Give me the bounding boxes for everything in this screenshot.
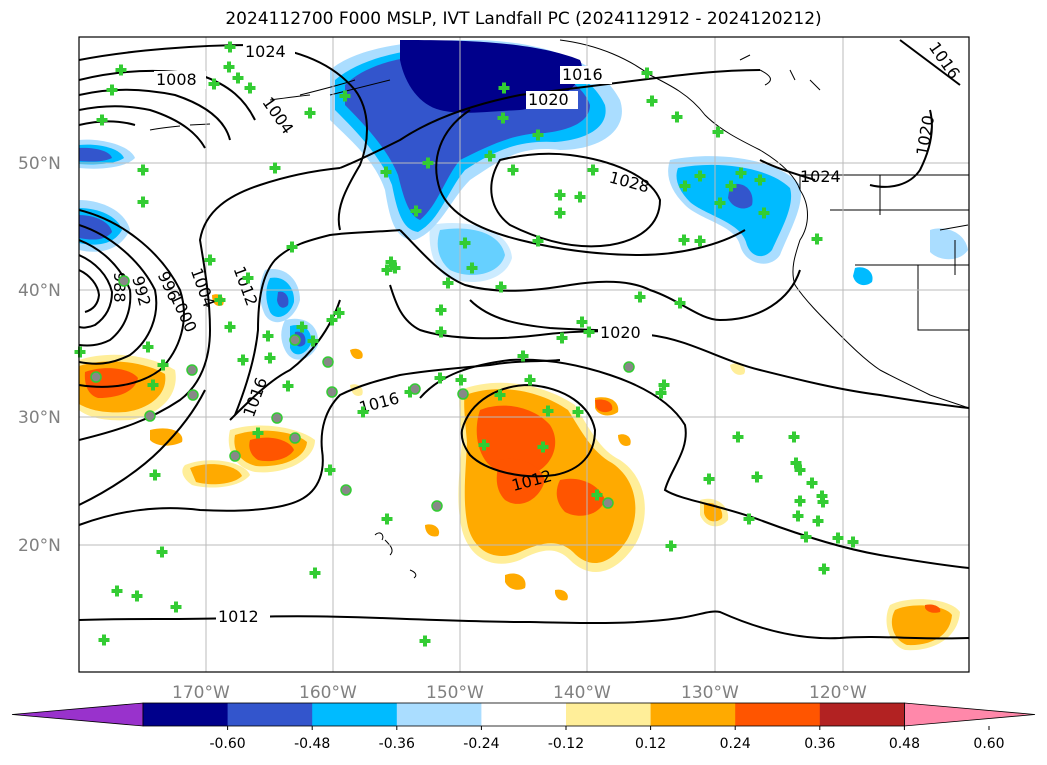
colorbar-extend-high bbox=[904, 702, 1036, 727]
colorbar-tick-label: 0.60 bbox=[973, 736, 1004, 752]
graticule bbox=[79, 37, 969, 672]
contour-label: 1024 bbox=[245, 42, 286, 61]
contour-label: 1020 bbox=[528, 90, 569, 109]
colorbar-tick-label: 0.12 bbox=[635, 736, 666, 752]
colorbar-segment bbox=[312, 703, 398, 726]
colorbar: -0.60 -0.48 -0.36 -0.24 -0.12 0.12 0.24 0.36 0.4… bbox=[11, 702, 1036, 752]
lat-label: 30°N bbox=[18, 408, 61, 428]
contour-label: 1008 bbox=[156, 70, 197, 89]
colorbar-segment bbox=[819, 703, 905, 726]
lat-label: 50°N bbox=[18, 154, 61, 174]
colorbar-tick-label: -0.60 bbox=[209, 736, 245, 752]
colorbar-tick-label: 0.24 bbox=[720, 736, 751, 752]
colorbar-segment bbox=[735, 703, 821, 726]
map-title: 2024112700 F000 MSLP, IVT Landfall PC (2… bbox=[225, 9, 822, 29]
contour-label: 1024 bbox=[800, 167, 841, 186]
lon-label: 120°W bbox=[809, 683, 867, 703]
observed-points bbox=[90, 275, 635, 512]
colorbar-border bbox=[142, 702, 905, 727]
lon-label: 130°W bbox=[681, 683, 739, 703]
colorbar-tick-label: -0.24 bbox=[463, 736, 499, 752]
colorbar-segment bbox=[650, 703, 736, 726]
colorbar-tick-label: -0.36 bbox=[379, 736, 415, 752]
colorbar-segment bbox=[227, 703, 313, 726]
lon-label: 170°W bbox=[172, 683, 230, 703]
colorbar-extend-low bbox=[11, 702, 144, 727]
colorbar-segment bbox=[566, 703, 652, 726]
coastline-layer bbox=[149, 39, 969, 579]
lat-label: 20°N bbox=[18, 536, 61, 556]
lon-label: 150°W bbox=[426, 683, 484, 703]
lon-label: 160°W bbox=[299, 683, 357, 703]
longitude-axis: 170°W 160°W 150°W 140°W 130°W 120°W bbox=[172, 683, 867, 703]
contour-label: 1016 bbox=[562, 65, 603, 84]
mslp-contours bbox=[79, 39, 969, 640]
latitude-axis: 50°N 40°N 30°N 20°N bbox=[18, 154, 61, 556]
contour-label: 1012 bbox=[218, 607, 259, 626]
contour-label: 1020 bbox=[600, 323, 641, 342]
colorbar-tick-label: 0.48 bbox=[889, 736, 920, 752]
map-frame bbox=[78, 36, 970, 673]
colorbar-tick-label: 0.36 bbox=[804, 736, 835, 752]
lat-label: 40°N bbox=[18, 281, 61, 301]
colorbar-segment bbox=[396, 703, 482, 726]
colorbar-tick-label: -0.12 bbox=[548, 736, 584, 752]
colorbar-segment bbox=[481, 703, 567, 726]
lon-label: 140°W bbox=[553, 683, 611, 703]
colorbar-tick-label: -0.48 bbox=[294, 736, 330, 752]
colorbar-segment bbox=[143, 703, 229, 726]
